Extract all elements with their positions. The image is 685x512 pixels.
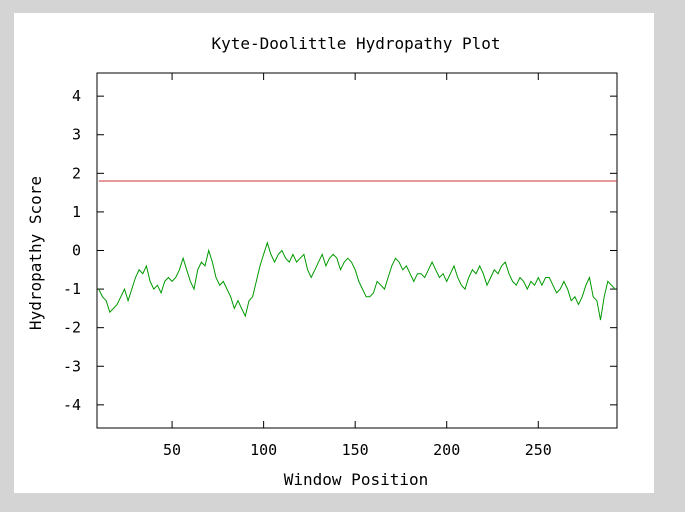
y-tick-label: 2 xyxy=(72,164,81,182)
plot-area-border xyxy=(96,72,618,429)
y-tick-label: -2 xyxy=(63,319,81,337)
x-tick-label: 50 xyxy=(163,441,181,459)
y-tick-label: -3 xyxy=(63,357,81,375)
y-tick-label: 1 xyxy=(72,203,81,221)
y-tick-label: -1 xyxy=(63,280,81,298)
y-axis-label: Hydropathy Score xyxy=(26,176,45,330)
y-tick-label: 3 xyxy=(72,126,81,144)
x-axis: 50 100 150 200 250 xyxy=(163,73,552,459)
y-tick-label: -4 xyxy=(63,396,81,414)
x-tick-label: 100 xyxy=(250,441,277,459)
hydropathy-chart: Kyte-Doolittle Hydropathy Plot 4 3 2 1 0 -1 -2… xyxy=(26,34,618,489)
hydropathy-series-line xyxy=(98,241,616,321)
y-tick-label: 4 xyxy=(72,87,81,105)
chart-title: Kyte-Doolittle Hydropathy Plot xyxy=(212,34,501,53)
x-tick-label: 200 xyxy=(433,441,460,459)
y-axis: 4 3 2 1 0 -1 -2 -3 -4 xyxy=(63,87,617,414)
x-tick-label: 150 xyxy=(342,441,369,459)
y-tick-label: 0 xyxy=(72,242,81,260)
plot-frame: Kyte-Doolittle Hydropathy Plot 4 3 2 1 0 -1 -2… xyxy=(14,13,654,493)
x-tick-label: 250 xyxy=(525,441,552,459)
x-axis-label: Window Position xyxy=(284,470,429,489)
